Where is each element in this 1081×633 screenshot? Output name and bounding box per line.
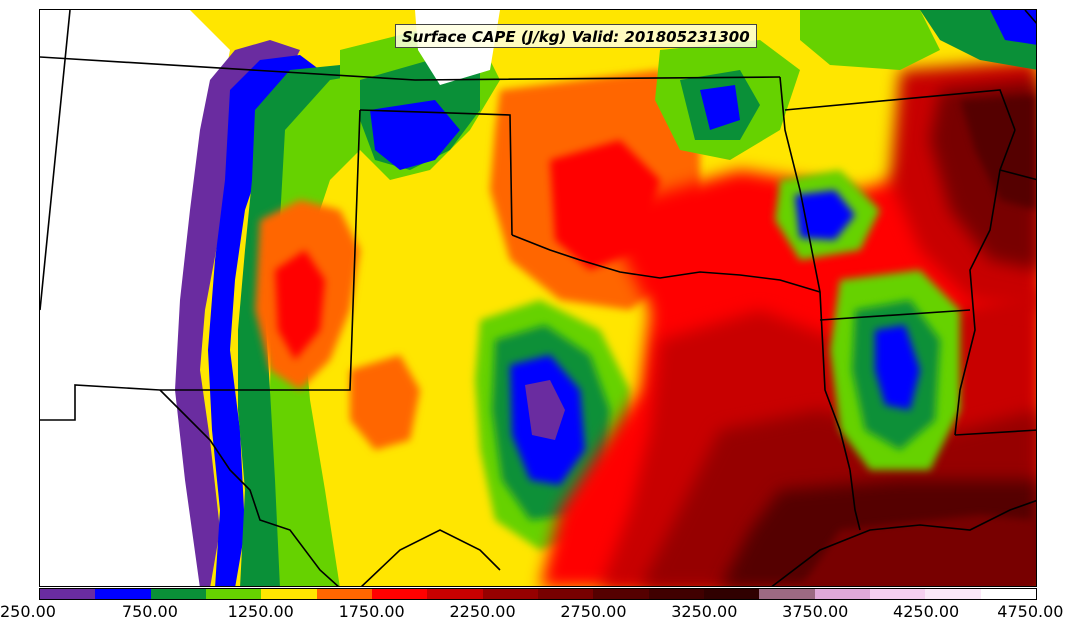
colorbar-tick-label: 4250.00: [893, 602, 960, 621]
state-boundaries: [40, 10, 1036, 586]
colorbar-tick-label: 750.00: [121, 602, 178, 621]
colorbar-segment: [593, 589, 649, 599]
map-title: Surface CAPE (J/kg) Valid: 201805231300: [395, 24, 757, 48]
colorbar-tick-label: 2750.00: [560, 602, 627, 621]
colorbar-tick-label: 3750.00: [782, 602, 849, 621]
colorbar-segment: [814, 589, 870, 599]
colorbar-tick-label: 1750.00: [338, 602, 405, 621]
colorbar-segment: [759, 589, 815, 599]
colorbar-tick-label: 3250.00: [671, 602, 738, 621]
cape-map: Surface CAPE (J/kg) Valid: 201805231300: [39, 9, 1037, 587]
colorbar-segment: [150, 589, 206, 599]
colorbar-segment: [869, 589, 926, 599]
colorbar-segment: [261, 589, 317, 599]
colorbar-segment: [40, 589, 96, 599]
colorbar-segment: [482, 589, 538, 599]
colorbar-segment: [703, 589, 760, 599]
cape-contour-field: [40, 10, 1036, 586]
cape-fill-layer: [40, 10, 1036, 586]
colorbar-segment: [205, 589, 262, 599]
colorbar-tick-label: 2250.00: [449, 602, 516, 621]
colorbar-segment: [427, 589, 483, 599]
colorbar-segment: [371, 589, 428, 599]
colorbar-segment: [980, 589, 1036, 599]
colorbar-tick-label: 4750.00: [997, 602, 1064, 621]
colorbar-tick-label: 250.00: [0, 602, 56, 621]
colorbar-segment: [925, 589, 981, 599]
colorbar: [39, 588, 1037, 600]
colorbar-tick-label: 1250.00: [227, 602, 294, 621]
colorbar-segment: [95, 589, 151, 599]
colorbar-tick-labels: 250.00 750.00 1250.00 1750.00 2250.00 2750.00…: [0, 600, 1081, 624]
colorbar-segment: [316, 589, 372, 599]
colorbar-segment: [648, 589, 704, 599]
colorbar-segment: [537, 589, 594, 599]
